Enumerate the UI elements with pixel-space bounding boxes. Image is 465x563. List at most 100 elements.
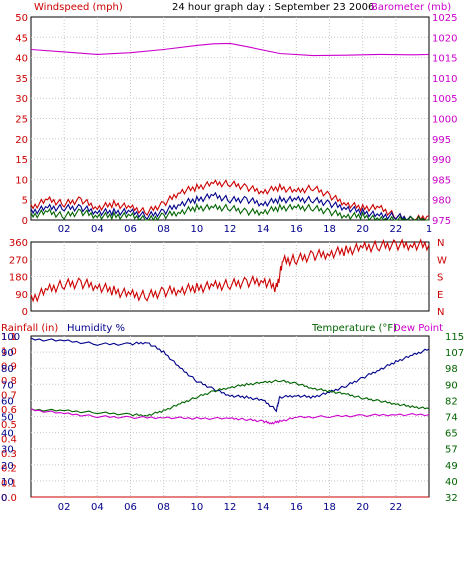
rainfall-ytick-label: 0.5: [1, 420, 17, 431]
windspeed-avg-line: [30, 191, 429, 221]
humidity-ytick-label: 10: [1, 477, 14, 488]
compass-ytick-label: S: [437, 273, 443, 284]
climate-xtick-label: 18: [323, 502, 336, 513]
direction-ytick-label: 0: [22, 307, 28, 318]
climate-xtick-label: 22: [389, 502, 402, 513]
rainfall-ytick-label: 0.2: [1, 464, 17, 475]
climate-xtick-label: 12: [224, 502, 237, 513]
wind-ytick-label: 5: [22, 196, 28, 207]
rainfall-ytick-label: 1.1: [1, 332, 17, 343]
wind-xtick-label: 02: [58, 224, 71, 235]
direction-ytick-label: 270: [9, 255, 28, 266]
wind-ytick-label: 15: [15, 155, 28, 166]
windspeed-gust-line: [30, 179, 430, 222]
windspeed-axis-label: Windspeed (mph): [34, 2, 123, 13]
wind-ytick-label: 25: [15, 115, 28, 126]
dewpoint-axis-label: Dew Point: [393, 323, 443, 334]
rainfall-axis-label: Rainfall (in): [1, 323, 58, 334]
climate-xtick-label: 20: [356, 502, 369, 513]
wind-ytick-label: 40: [15, 54, 28, 65]
compass-ytick-label: N: [437, 238, 444, 249]
rainfall-ytick-label: 0.9: [1, 361, 17, 372]
rainfall-ytick-label: 0.6: [1, 405, 17, 416]
wind-xtick-label: 04: [91, 224, 104, 235]
baro-ytick-label: 1010: [432, 74, 457, 85]
axis-label-layer: Windspeed (mph) 24 hour graph day : Sept…: [1, 2, 451, 334]
humidity-ytick-label: 80: [1, 364, 14, 375]
baro-ytick-label: 1015: [432, 54, 457, 65]
wind-xtick-label: 08: [157, 224, 170, 235]
rainfall-ytick-label: 0.4: [1, 434, 17, 445]
temperature-ytick-label: 32: [445, 493, 458, 504]
temperature-ytick-label: 40: [445, 477, 458, 488]
wind-xtick-label: 12: [224, 224, 237, 235]
barometer-line: [30, 42, 430, 57]
temp-humidity-panel: 0.0 0.1 0.2 0.3 0.4 0.5 0.6 0.7 0.8 0.9 1.0 1.1 0 10 2…: [1, 332, 464, 513]
baro-ytick-label: 1025: [432, 13, 457, 24]
temperature-ytick-label: 115: [445, 332, 464, 343]
compass-ytick-label: N: [437, 307, 444, 318]
rainfall-ytick-label: 1.0: [1, 347, 17, 358]
windspeed-low-line: [30, 202, 429, 222]
rainfall-ytick-label: 0.0: [1, 493, 17, 504]
wind-direction-line: [30, 238, 430, 303]
direction-ytick-label: 90: [15, 290, 28, 301]
compass-ytick-label: W: [437, 255, 447, 266]
wind-xtick-label: 06: [124, 224, 137, 235]
wind-xtick-label: 20: [356, 224, 369, 235]
temperature-ytick-label: 98: [445, 364, 458, 375]
wind-xtick-label: 10: [190, 224, 203, 235]
chart-title: 24 hour graph day : September 23 2006: [172, 2, 374, 13]
climate-xtick-label: 04: [91, 502, 104, 513]
climate-xtick-label: 08: [157, 502, 170, 513]
humidity-ytick-label: 50: [1, 413, 14, 424]
temperature-ytick-label: 90: [445, 380, 458, 391]
baro-ytick-label: 985: [432, 175, 451, 186]
baro-ytick-label: 1020: [432, 33, 457, 44]
humidity-ytick-label: 30: [1, 445, 14, 456]
temperature-axis-label: Temperature (°F): [311, 323, 397, 334]
baro-ytick-label: 1005: [432, 94, 457, 105]
baro-ytick-label: 980: [432, 196, 451, 207]
wind-barometer-panel: 0510152025303540455097598098599099510001…: [15, 13, 457, 235]
wind-ytick-label: 50: [15, 13, 28, 24]
rainfall-ytick-label: 0.7: [1, 391, 17, 402]
humidity-axis-label: Humidity %: [67, 323, 125, 334]
rainfall-ytick-label: 0.1: [1, 478, 17, 489]
temperature-ytick-label: 107: [445, 348, 464, 359]
temperature-ytick-label: 74: [445, 413, 458, 424]
climate-xtick-label: 06: [124, 502, 137, 513]
wind-ytick-label: 35: [15, 74, 28, 85]
temperature-ytick-label: 49: [445, 461, 458, 472]
wind-xtick-label: 22: [389, 224, 402, 235]
rainfall-ytick-label: 0.3: [1, 449, 17, 460]
humidity-ytick-label: 0: [1, 493, 7, 504]
rainfall-ytick-label: 0.8: [1, 376, 17, 387]
temperature-ytick-label: 65: [445, 429, 458, 440]
wind-ytick-label: 10: [15, 175, 28, 186]
wind-xtick-label: 1: [426, 224, 432, 235]
direction-ytick-label: 360: [9, 238, 28, 249]
baro-ytick-label: 995: [432, 135, 451, 146]
climate-xtick-label: 14: [257, 502, 270, 513]
baro-ytick-label: 975: [432, 216, 451, 227]
humidity-line: [30, 337, 430, 413]
humidity-ytick-label: 90: [1, 348, 14, 359]
wind-xtick-label: 14: [257, 224, 270, 235]
temperature-ytick-label: 82: [445, 396, 458, 407]
climate-xtick-label: 10: [190, 502, 203, 513]
wind-ytick-label: 30: [15, 94, 28, 105]
wind-xtick-label: 16: [290, 224, 303, 235]
temperature-ytick-label: 57: [445, 445, 458, 456]
humidity-ytick-label: 100: [1, 332, 20, 343]
wind-ytick-label: 45: [15, 33, 28, 44]
dewpoint-line: [30, 408, 430, 425]
baro-ytick-label: 990: [432, 155, 451, 166]
climate-xtick-label: 16: [290, 502, 303, 513]
humidity-ytick-label: 70: [1, 380, 14, 391]
wind-ytick-label: 0: [22, 216, 28, 227]
wind-ytick-label: 20: [15, 135, 28, 146]
wind-xtick-label: 18: [323, 224, 336, 235]
